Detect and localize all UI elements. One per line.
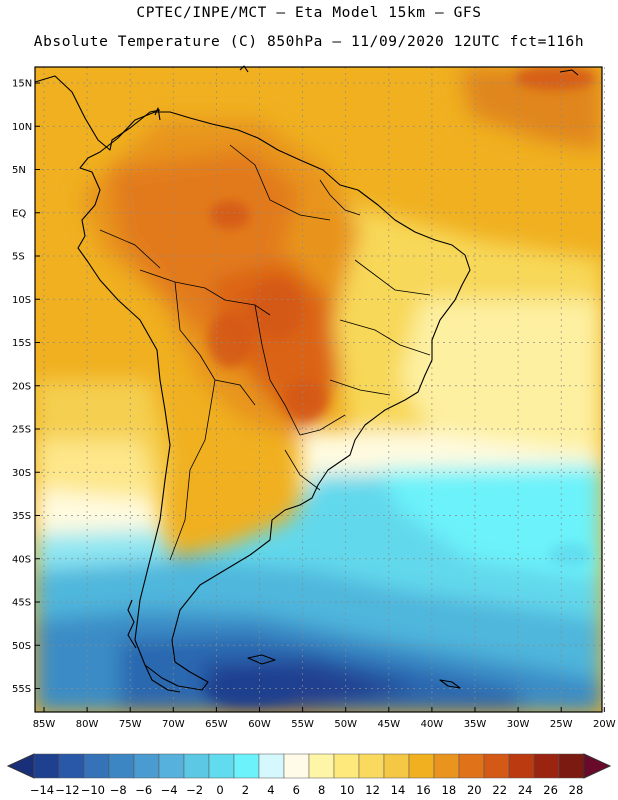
longitude-label: 45W: [377, 719, 400, 730]
colorbar-label: −14: [30, 783, 54, 797]
colorbar-swatch: [258, 753, 285, 779]
colorbar-label: 2: [242, 783, 249, 797]
longitude-axis: 85W 80W 75W 70W 65W 60W 55W 50W 45W 40W 35W 30W 25W 2…: [33, 707, 616, 730]
colorbar-swatch: [533, 753, 560, 779]
colorbar-label: 28: [569, 783, 584, 797]
latitude-axis: 15N 10N 5N EQ 5S 10S 15S 20S 25S 30S 35S 40S 45S 50S 5…: [12, 79, 40, 695]
map-title-line-2: Absolute Temperature (C) 850hPa – 11/09/…: [33, 34, 585, 50]
colorbar-label: 16: [416, 783, 431, 797]
latitude-label: 25S: [12, 425, 31, 436]
longitude-label: 70W: [162, 719, 185, 730]
colorbar-swatch: [308, 753, 335, 779]
colorbar-label: 0: [216, 783, 223, 797]
latitude-label: 5S: [12, 252, 25, 263]
colorbar-label: 10: [340, 783, 355, 797]
latitude-label: EQ: [12, 208, 26, 219]
longitude-label: 60W: [248, 719, 271, 730]
colorbar-label: −6: [135, 783, 152, 797]
map-title-line-1: CPTEC/INPE/MCT – Eta Model 15km – GFS: [136, 5, 482, 21]
colorbar-label: 4: [267, 783, 274, 797]
colorbar-swatch: [408, 753, 435, 779]
colorbar-swatch: [108, 753, 135, 779]
latitude-label: 20S: [12, 381, 31, 392]
colorbar-label: 18: [442, 783, 457, 797]
colorbar-label: 12: [365, 783, 380, 797]
colorbar-under-arrow: [6, 753, 35, 779]
longitude-label: 65W: [205, 719, 228, 730]
coastlines: [34, 65, 579, 693]
colorbar-label: 20: [467, 783, 482, 797]
colorbar-swatch: [558, 753, 585, 779]
longitude-label: 75W: [119, 719, 142, 730]
colorbar-label: 22: [492, 783, 507, 797]
colorbar-label: 14: [391, 783, 406, 797]
colorbar-over-arrow: [583, 753, 612, 779]
latitude-label: 15N: [12, 79, 32, 90]
latitude-label: 5N: [12, 165, 26, 176]
colorbar-swatch: [183, 753, 210, 779]
longitude-label: 20W: [593, 719, 616, 730]
colorbar-swatch: [133, 753, 160, 779]
colorbar-label: 8: [318, 783, 325, 797]
latitude-label: 40S: [12, 554, 31, 565]
colorbar-label: −10: [81, 783, 105, 797]
colorbar-swatch: [83, 753, 110, 779]
latitude-label: 30S: [12, 468, 31, 479]
latitude-label: 50S: [12, 641, 31, 652]
latitude-label: 15S: [12, 338, 31, 349]
latitude-label: 35S: [12, 511, 31, 522]
latitude-label: 10N: [12, 122, 32, 133]
colorbar-swatch: [283, 753, 310, 779]
colorbar-swatch: [358, 753, 385, 779]
map-grid: [35, 67, 605, 712]
colorbar-swatch: [233, 753, 260, 779]
country-borders: [99, 144, 431, 561]
latitude-label: 55S: [12, 684, 31, 695]
longitude-label: 85W: [33, 719, 56, 730]
colorbar-label: −4: [161, 783, 178, 797]
colorbar-swatch: [333, 753, 360, 779]
temperature-field: [35, 67, 602, 712]
colorbar-swatch: [33, 753, 60, 779]
colorbar: −14 −12 −10 −8 −6 −4 −2 0 2 4 6 8 10 12 14 16 18 20 22 24 26…: [6, 753, 612, 797]
colorbar-swatch: [458, 753, 485, 779]
longitude-label: 25W: [550, 719, 573, 730]
colorbar-swatch: [383, 753, 410, 779]
colorbar-swatch: [508, 753, 535, 779]
colorbar-label: 24: [518, 783, 533, 797]
map-frame: [34, 66, 603, 713]
longitude-label: 50W: [334, 719, 357, 730]
longitude-label: 35W: [464, 719, 487, 730]
latitude-label: 45S: [12, 598, 31, 609]
longitude-label: 40W: [421, 719, 444, 730]
colorbar-label: 26: [543, 783, 558, 797]
latitude-label: 10S: [12, 295, 31, 306]
colorbar-label: −12: [55, 783, 79, 797]
colorbar-label: 6: [293, 783, 300, 797]
colorbar-swatch: [483, 753, 510, 779]
colorbar-swatch: [433, 753, 460, 779]
colorbar-label: −2: [186, 783, 203, 797]
colorbar-swatch: [58, 753, 85, 779]
longitude-label: 80W: [76, 719, 99, 730]
colorbar-swatch: [158, 753, 185, 779]
longitude-label: 55W: [291, 719, 314, 730]
longitude-label: 30W: [507, 719, 530, 730]
colorbar-swatch: [208, 753, 235, 779]
colorbar-label: −8: [110, 783, 127, 797]
